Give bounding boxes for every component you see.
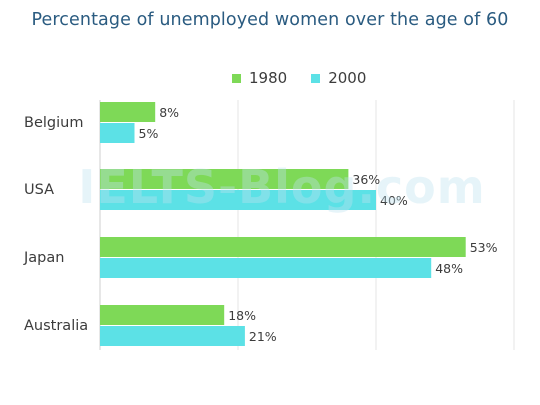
bar-belgium-2000 (100, 123, 135, 143)
legend-swatch-2000 (311, 73, 321, 83)
watermark: IELTS-Blog.com (78, 160, 486, 214)
bar-usa-2000 (100, 190, 376, 210)
chart-title: Percentage of unemployed women over the … (31, 10, 509, 30)
data-label-usa-1980: 36% (352, 172, 380, 187)
bar-usa-1980 (100, 169, 349, 189)
legend-item-2000: 2000 (311, 69, 366, 87)
bar-belgium-1980 (100, 102, 156, 122)
data-label-japan-2000: 48% (435, 261, 463, 276)
category-label-belgium: Belgium (24, 115, 83, 131)
legend-label-1980: 1980 (249, 69, 288, 87)
data-label-australia-1980: 18% (228, 308, 256, 323)
category-label-usa: USA (24, 182, 54, 198)
data-label-usa-2000: 40% (380, 193, 408, 208)
data-label-japan-1980: 53% (470, 240, 498, 255)
data-label-belgium-1980: 8% (159, 105, 179, 120)
data-label-belgium-2000: 5% (139, 126, 159, 141)
bar-australia-1980 (100, 305, 225, 325)
category-label-australia: Australia (24, 318, 88, 334)
bar-japan-2000 (100, 258, 432, 278)
legend-label-2000: 2000 (328, 69, 367, 87)
legend-item-1980: 1980 (232, 69, 287, 87)
category-label-japan: Japan (23, 250, 64, 266)
legend: 1980 2000 (232, 68, 390, 88)
data-label-australia-2000: 21% (249, 329, 277, 344)
legend-swatch-1980 (232, 73, 241, 83)
bar-australia-2000 (100, 326, 245, 346)
bar-japan-1980 (100, 237, 466, 257)
